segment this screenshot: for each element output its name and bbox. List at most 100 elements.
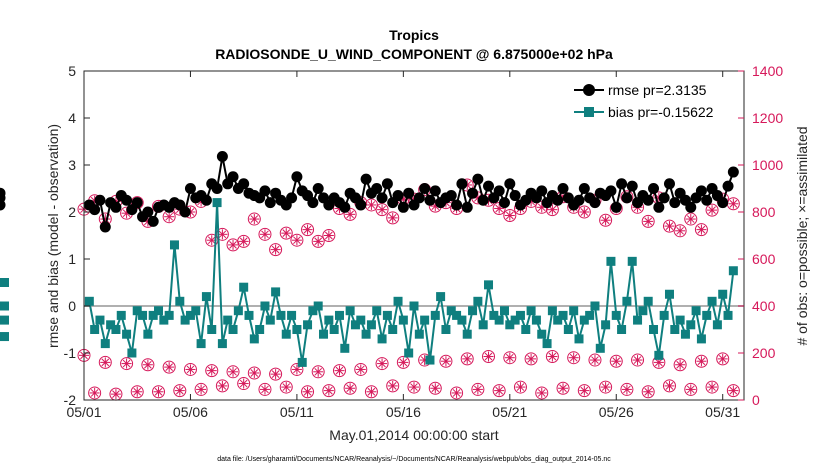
obs-assimilated-star [474,385,482,394]
obs-assimilated-star [282,383,291,391]
bias-point [345,306,355,316]
obs-possible-circle [258,227,272,241]
bias-line [88,201,735,364]
obs-assimilated-star [686,385,695,394]
obs-assimilated-star [474,194,482,202]
bias-point [462,329,472,339]
obs-count-marker [609,354,623,368]
bias-point [515,310,525,320]
bias-point [372,306,382,316]
bias-point [276,310,286,320]
bias-point [452,310,462,320]
bias-point [654,350,664,360]
bias-point [127,348,137,358]
obs-possible-circle [513,380,527,394]
obs-possible-circle [375,357,389,371]
bias-point [0,315,9,325]
obs-count-marker [332,364,346,378]
y-left-tick-label: 3 [68,157,76,173]
x-tick-label: 05/31 [705,404,740,420]
rmse-point [121,194,133,206]
bias-point [361,329,371,339]
obs-possible-circle [662,219,676,233]
obs-possible-circle [450,386,464,400]
obs-assimilated-star [101,358,110,367]
obs-assimilated-star [90,389,99,397]
bias-point [579,315,589,325]
obs-count-marker [694,223,708,237]
obs-count-marker [194,382,208,396]
bias-point [159,315,169,325]
obs-assimilated-star [282,229,291,238]
obs-count-marker [375,357,389,371]
obs-assimilated-star [410,383,418,391]
obs-assimilated-star [654,358,663,367]
obs-possible-circle [439,354,453,368]
obs-possible-circle [183,362,197,376]
y-right-tick-label: 200 [752,345,776,361]
y-left-tick-label: -1 [64,345,77,361]
obs-possible-circle [279,226,293,240]
obs-possible-circle [471,382,485,396]
bias-point [350,320,360,330]
obs-count-marker [386,379,400,393]
obs-assimilated-star [399,358,408,367]
rmse-point [653,201,665,213]
rmse-point [695,185,707,197]
obs-count-marker [152,385,166,399]
obs-count-marker [247,366,261,380]
obs-count-marker [641,214,655,228]
obs-assimilated-star [261,385,269,394]
rmse-point [573,194,585,206]
obs-assimilated-star [548,352,557,361]
obs-possible-circle [332,364,346,378]
obs-possible-circle [535,386,549,400]
obs-count-marker [109,387,123,401]
bias-point [505,320,515,330]
obs-possible-circle [279,380,293,394]
obs-count-marker [726,197,740,211]
obs-count-marker [482,350,496,364]
bias-point [244,310,254,320]
bias-point [537,329,547,339]
obs-count-marker [662,219,676,233]
rmse-point [339,201,351,213]
obs-count-marker [396,355,410,369]
rmse-point [142,206,154,218]
rmse-point [131,197,143,209]
obs-count-marker [705,203,719,217]
obs-count-marker [364,385,378,399]
obs-assimilated-star [122,359,131,368]
obs-count-marker [503,351,517,365]
obs-possible-circle [322,229,336,242]
rmse-point [578,183,590,194]
obs-possible-circle [428,381,442,395]
obs-assimilated-star [293,236,301,245]
obs-possible-circle [556,381,570,395]
rmse-point [291,171,303,183]
obs-count-marker [301,385,315,399]
rmse-point [642,194,654,206]
rmse-point [557,183,569,194]
obs-possible-circle [599,380,613,394]
obs-count-marker [726,384,740,398]
obs-count-marker [684,382,698,396]
rmse-point [467,187,479,199]
obs-assimilated-star [346,384,354,393]
obs-count-marker [460,352,474,366]
bias-point [287,310,297,320]
obs-assimilated-star [314,237,323,246]
obs-count-marker [535,386,549,400]
obs-possible-circle [641,385,655,399]
bias-point [303,320,313,330]
bias-point [106,320,116,330]
obs-assimilated-star [239,237,248,246]
rmse-point [419,183,431,194]
rmse-point [376,192,388,204]
rmse-point [413,192,425,204]
rmse-point [227,171,239,183]
chart-subtitle: RADIOSONDE_U_WIND_COMPONENT @ 6.875000e+… [215,46,613,62]
y-left-tick-label: 2 [68,204,76,220]
y-axis-right-ticks: 0 200 400 600 800 1000 1200 1400 [738,63,783,408]
rmse-point [477,194,489,206]
